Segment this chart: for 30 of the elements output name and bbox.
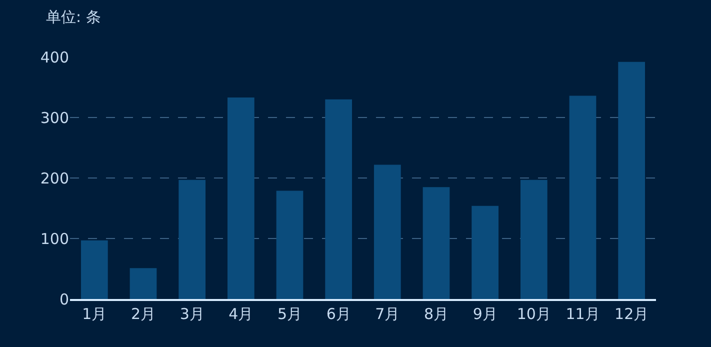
bar — [618, 62, 646, 299]
bar — [178, 180, 206, 299]
x-tick-label: 7月 — [375, 304, 400, 323]
x-tick-label: 3月 — [180, 304, 204, 323]
y-axis-title: 单位: 条 — [46, 8, 101, 26]
x-tick-label: 8月 — [424, 304, 449, 323]
bar — [569, 96, 596, 299]
bar — [80, 240, 108, 299]
x-tick-label: 4月 — [228, 304, 254, 323]
y-tick-label: 300 — [40, 108, 69, 127]
y-tick-label: 100 — [40, 230, 69, 248]
y-tick-label: 400 — [40, 48, 69, 66]
bar — [472, 206, 499, 299]
bar — [520, 180, 548, 299]
bar — [374, 164, 401, 299]
x-tick-label: 11月 — [566, 304, 600, 323]
y-tick-label: 200 — [40, 169, 69, 188]
x-tick-label: 6月 — [326, 304, 351, 323]
y-tick-label: 0 — [59, 290, 69, 308]
x-tick-label: 5月 — [277, 304, 302, 323]
x-tick-label: 10月 — [516, 304, 551, 323]
bar — [130, 268, 157, 299]
bar — [325, 99, 352, 299]
bar — [422, 187, 450, 299]
x-tick-label: 12月 — [614, 304, 649, 323]
bar — [276, 190, 304, 299]
bar — [227, 98, 254, 299]
x-tick-label: 9月 — [472, 304, 498, 323]
x-tick-label: 2月 — [130, 304, 156, 323]
x-tick-label: 1月 — [82, 304, 107, 323]
